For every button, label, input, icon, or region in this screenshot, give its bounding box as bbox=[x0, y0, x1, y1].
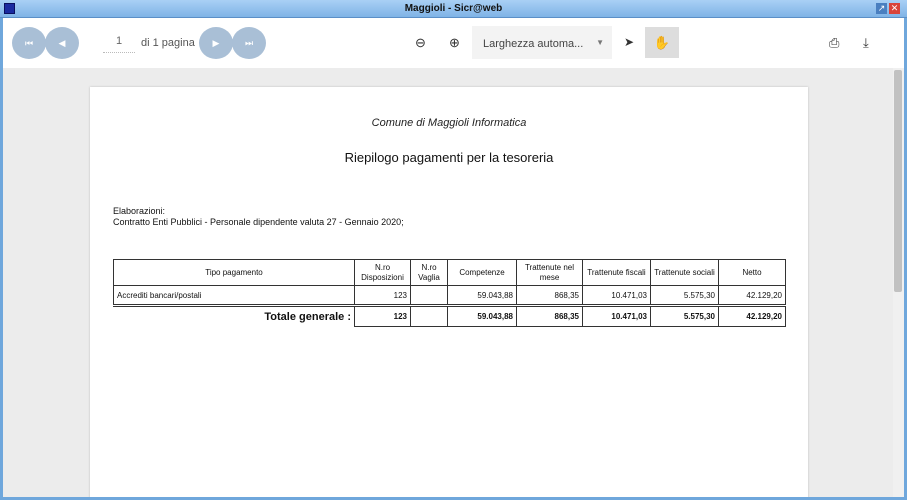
next-page-button[interactable]: ▶ bbox=[199, 27, 233, 59]
toolbar: ⏮ ◀ 1 di 1 pagina ▶ ⏭ ⊖ ⊕ Larghezza auto… bbox=[3, 18, 904, 68]
col-header: Competenze bbox=[447, 259, 517, 286]
col-header: Tipo pagamento bbox=[113, 259, 355, 286]
cell: 10.471,03 bbox=[582, 285, 651, 306]
col-header: Trattenute nel mese bbox=[516, 259, 583, 286]
col-header: Trattenute fiscali bbox=[582, 259, 651, 286]
cell: 868,35 bbox=[516, 304, 583, 327]
chevron-down-icon: ▼ bbox=[596, 38, 604, 47]
col-header: N.ro Vaglia bbox=[410, 259, 448, 286]
page-number-input[interactable]: 1 bbox=[103, 35, 135, 53]
cell: 42.129,20 bbox=[718, 304, 786, 327]
print-icon[interactable]: ⎙ bbox=[829, 35, 840, 50]
last-page-button[interactable]: ⏭ bbox=[232, 27, 266, 59]
restore-icon[interactable]: ↗ bbox=[876, 3, 887, 14]
hand-tool-icon[interactable]: ✋ bbox=[645, 27, 679, 58]
cell: 123 bbox=[354, 285, 411, 306]
download-icon[interactable]: ⤓ bbox=[863, 35, 869, 50]
pdf-page: Comune di Maggioli Informatica Riepilogo… bbox=[90, 87, 808, 497]
cell: 59.043,88 bbox=[447, 285, 517, 306]
scrollbar-thumb[interactable] bbox=[894, 70, 902, 292]
cell bbox=[410, 304, 448, 327]
cell: 42.129,20 bbox=[718, 285, 786, 306]
zoom-out-icon[interactable]: ⊖ bbox=[415, 35, 426, 50]
col-header: N.ro Disposizioni bbox=[354, 259, 411, 286]
cell: Accrediti bancari/postali bbox=[113, 285, 355, 306]
vertical-scrollbar[interactable] bbox=[893, 68, 904, 497]
cell: 5.575,30 bbox=[650, 304, 719, 327]
elaborations-label: Elaborazioni: bbox=[113, 206, 166, 216]
cursor-icon[interactable]: ➤ bbox=[624, 35, 635, 49]
elaborations: Elaborazioni: Contratto Enti Pubblici - … bbox=[113, 206, 404, 228]
zoom-select[interactable]: Larghezza automa... ▼ bbox=[472, 26, 612, 59]
total-row: Totale generale : 123 59.043,88 868,35 1… bbox=[113, 304, 786, 327]
first-page-button[interactable]: ⏮ bbox=[12, 27, 46, 59]
cell bbox=[410, 285, 448, 306]
cell: 123 bbox=[354, 304, 411, 327]
page-count: di 1 pagina bbox=[141, 37, 195, 49]
organization-name: Comune di Maggioli Informatica bbox=[371, 117, 527, 129]
cell: 10.471,03 bbox=[582, 304, 651, 327]
pdf-viewer: ⏮ ◀ 1 di 1 pagina ▶ ⏭ ⊖ ⊕ Larghezza auto… bbox=[3, 18, 904, 497]
col-header: Trattenute sociali bbox=[650, 259, 719, 286]
cell: 5.575,30 bbox=[650, 285, 719, 306]
prev-page-button[interactable]: ◀ bbox=[45, 27, 79, 59]
zoom-value: Larghezza automa... bbox=[483, 38, 584, 50]
window-title: Maggioli - Sicr@web bbox=[404, 3, 503, 14]
cell: 59.043,88 bbox=[447, 304, 517, 327]
zoom-in-icon[interactable]: ⊕ bbox=[449, 35, 460, 50]
cell: 868,35 bbox=[516, 285, 583, 306]
close-icon[interactable]: ✕ bbox=[889, 3, 900, 14]
col-header: Netto bbox=[718, 259, 786, 286]
elaborations-text: Contratto Enti Pubblici - Personale dipe… bbox=[113, 217, 404, 227]
report-title: Riepilogo pagamenti per la tesoreria bbox=[344, 150, 554, 165]
app-icon bbox=[4, 3, 15, 14]
total-label: Totale generale : bbox=[113, 304, 355, 327]
title-bar: Maggioli - Sicr@web ↗ ✕ bbox=[0, 0, 907, 18]
table-row: Accrediti bancari/postali 123 59.043,88 … bbox=[113, 285, 786, 306]
payments-table: Tipo pagamento N.ro Disposizioni N.ro Va… bbox=[113, 259, 786, 327]
